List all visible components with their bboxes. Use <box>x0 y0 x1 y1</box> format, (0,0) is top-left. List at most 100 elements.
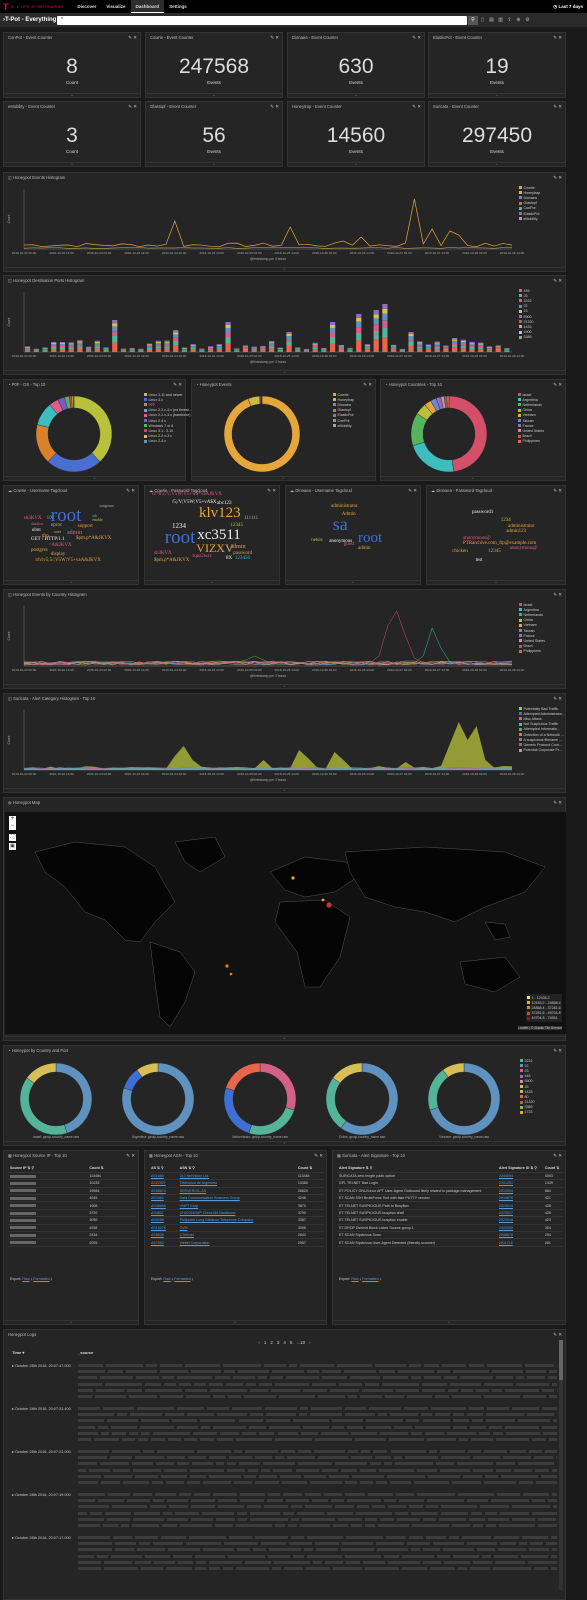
search-input[interactable]: * <box>57 15 467 25</box>
legend-item[interactable]: Linux 2.2.x-3.x <box>144 434 192 439</box>
legend-item[interactable]: Israel <box>518 392 544 397</box>
tagcloud-word[interactable]: anonymous@ <box>509 546 538 551</box>
legend-item[interactable]: Cowrie <box>333 392 354 397</box>
col-count[interactable]: Count ⇅ <box>89 1166 104 1171</box>
panel-resize-handle[interactable]: ^ <box>429 93 565 98</box>
panel-resize-handle[interactable]: ^ <box>4 1141 565 1146</box>
tagcloud-word[interactable]: $pm.p*A&JKVX <box>154 558 190 563</box>
legend-item[interactable]: Attempted Administrator... <box>519 711 565 716</box>
panel-actions[interactable]: ✎ ✕ <box>126 488 135 493</box>
page-link[interactable]: ‹ <box>258 1340 260 1345</box>
world-map[interactable] <box>5 812 566 1034</box>
legend-item[interactable]: Argentina <box>519 607 545 612</box>
source-ip-cell[interactable] <box>8 1217 87 1224</box>
legend-item[interactable]: France <box>519 633 545 638</box>
tagcloud-word[interactable]: klv123 <box>199 505 241 521</box>
tagcloud-word[interactable]: ubnt <box>31 528 41 533</box>
panel-actions[interactable]: ✎ ✕ <box>553 592 562 597</box>
tagcloud-word[interactable]: sh3KVX <box>23 516 42 521</box>
panel-resize-handle[interactable]: ^ <box>381 476 565 481</box>
panel-actions[interactable]: ✎ ✕ <box>408 488 417 493</box>
export-raw-link[interactable]: Raw <box>351 1277 359 1281</box>
panel-actions[interactable]: ✎ ✕ <box>553 1153 562 1158</box>
expand-icon[interactable]: ▸ <box>12 1364 15 1368</box>
legend-item[interactable]: France <box>518 423 544 428</box>
legend-item[interactable]: Netherlands <box>518 402 544 407</box>
signature-id-cell[interactable]: 2008578 <box>498 1233 513 1238</box>
legend-item[interactable]: United States <box>518 428 544 433</box>
tagcloud-word[interactable]: 1qaz2wsx <box>191 554 212 559</box>
signature-id-cell[interactable]: 2023019 <box>498 1203 513 1208</box>
legend-item[interactable]: 2222 <box>520 1058 535 1063</box>
panel-resize-handle[interactable]: ^ <box>4 162 140 167</box>
legend-item[interactable]: Brazil <box>518 434 544 439</box>
col-source-ip[interactable]: Source IP ⇅ ⚲ <box>10 1166 35 1171</box>
panel-actions[interactable]: ✎ ✕ <box>553 488 562 493</box>
tagcloud-word[interactable]: 123456 <box>235 556 250 561</box>
panel-actions[interactable]: ✎ ✕ <box>363 382 372 387</box>
as-cell[interactable]: AS8536 <box>151 1233 164 1238</box>
panel-actions[interactable]: ✎ ✕ <box>553 1332 562 1337</box>
legend-item[interactable]: 3389 <box>520 1105 535 1110</box>
draw-filter-icon[interactable]: ▣ <box>9 843 16 850</box>
legend-item[interactable]: ??? <box>144 402 192 407</box>
legend-item[interactable]: Misc Attack <box>519 716 565 721</box>
legend-item[interactable]: 23 <box>519 309 534 314</box>
tagcloud-word[interactable]: /5;/V;V5W;V5+vA$X <box>172 500 217 505</box>
legend-item[interactable]: 1433 <box>519 324 534 329</box>
legend-item[interactable]: Not Suspicious Traffic <box>519 722 565 727</box>
panel-resize-handle[interactable]: ^ <box>4 684 565 689</box>
legend-item[interactable]: Potential Corporate Pr... <box>519 748 565 753</box>
tagcloud-word[interactable]: 8X <box>47 516 54 521</box>
page-link[interactable]: ...10 <box>296 1340 306 1345</box>
zoom-in-button[interactable]: + <box>10 816 15 822</box>
panel-resize-handle[interactable]: ^ <box>4 1036 565 1041</box>
legend-item[interactable]: 23 <box>520 1068 535 1073</box>
legend-item[interactable]: eMobility <box>333 423 354 428</box>
as-cell[interactable]: AS1680 <box>151 1174 164 1179</box>
panel-actions[interactable]: ✎ ✕ <box>553 696 562 701</box>
open-icon[interactable]: ▥ <box>498 17 503 23</box>
legend-item[interactable]: Vietnam <box>518 413 544 418</box>
legend-item[interactable]: Philippines <box>519 649 545 654</box>
tagcloud-word[interactable]: admin <box>67 530 82 536</box>
legend-item[interactable]: Taiwan <box>519 628 545 633</box>
tagcloud-word[interactable]: chicken <box>452 549 468 554</box>
legend-item[interactable]: 445 <box>520 1074 535 1079</box>
nav-discover[interactable]: Discover <box>77 4 97 9</box>
legend-item[interactable]: 1723 <box>520 1110 535 1115</box>
expand-icon[interactable]: ▸ <box>12 1536 15 1540</box>
signature-id-cell[interactable]: 2402000 <box>498 1225 513 1230</box>
legend-item[interactable]: 49704.8 - 74551 <box>527 1016 561 1021</box>
tagcloud-word[interactable]: xc3511 <box>197 527 241 543</box>
legend-item[interactable]: 22 <box>519 304 534 309</box>
panel-resize-handle[interactable]: ^ <box>288 93 424 98</box>
asn-name-cell[interactable]: 013 NetVision Ltd. <box>179 1174 209 1179</box>
log-row[interactable]: ▸ October 28th 2016, 20:07:47.000 <box>12 1363 575 1403</box>
source-ip-cell[interactable] <box>8 1202 87 1209</box>
zoom-out-button[interactable]: − <box>10 823 15 829</box>
tagcloud-word[interactable]: GET / HTTP/1.1 <box>31 537 65 542</box>
tagcloud-word[interactable]: tftp <box>41 534 49 539</box>
legend-item[interactable]: 5900 <box>519 314 534 319</box>
legend-item[interactable]: 80 <box>520 1094 535 1099</box>
col-as[interactable]: AS ⇅ ⚲ <box>151 1166 164 1171</box>
legend-item[interactable]: Vietnam <box>519 623 545 628</box>
legend-item[interactable]: 1433 <box>520 1089 535 1094</box>
col-signature-id[interactable]: Alert Signature ID ⇅ ⚲ <box>498 1166 537 1171</box>
panel-actions[interactable]: ✎ ✕ <box>270 35 279 40</box>
tagcloud-word[interactable]: shadow <box>31 521 44 526</box>
tagcloud-word[interactable]: netsis <box>311 538 323 543</box>
expand-icon[interactable]: ▸ <box>12 1493 15 1497</box>
legend-item[interactable]: 3389 <box>519 335 534 340</box>
source-ip-cell[interactable] <box>8 1232 87 1239</box>
log-row[interactable]: ▸ October 28th 2016, 20:07:19.000 <box>12 1492 575 1532</box>
panel-resize-handle[interactable]: ^ <box>4 370 565 375</box>
legend-item[interactable]: Linux 3.11 and newer <box>144 392 192 397</box>
asn-name-cell[interactable]: Philippine Long Distance Telephone Compa… <box>179 1218 254 1223</box>
legend-item[interactable]: Attempted Informatio... <box>519 727 565 732</box>
tagcloud-word[interactable]: $pm.p*A&JKVX <box>76 536 112 541</box>
as-cell[interactable]: AS16276 <box>151 1225 166 1230</box>
asn-name-cell[interactable]: CHICONGUP-China169-Backbone <box>179 1211 236 1216</box>
panel-resize-handle[interactable]: ^ <box>4 267 565 272</box>
